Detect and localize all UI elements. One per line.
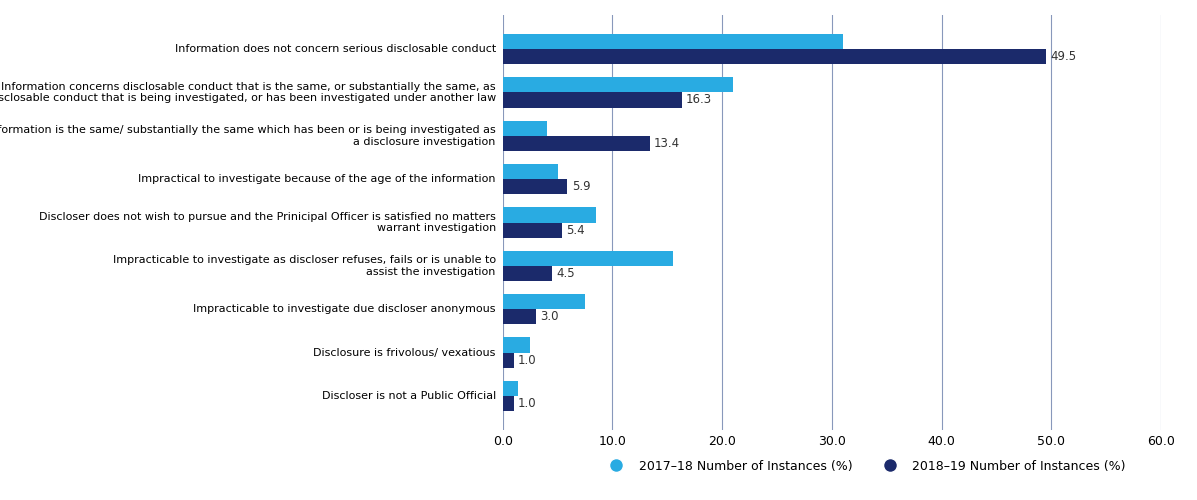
Bar (503, 164, 558, 179)
Bar (503, 92, 681, 108)
Text: 49.5: 49.5 (1050, 50, 1076, 63)
Text: 5.4: 5.4 (566, 224, 585, 236)
Text: 4.5: 4.5 (557, 267, 575, 280)
Bar (503, 77, 733, 92)
Text: 1.0: 1.0 (518, 397, 536, 410)
Text: 3.0: 3.0 (540, 310, 559, 324)
Bar (503, 222, 563, 238)
Bar (503, 120, 547, 136)
Legend: 2017–18 Number of Instances (%), 2018–19 Number of Instances (%): 2017–18 Number of Instances (%), 2018–19… (598, 454, 1131, 477)
Text: 16.3: 16.3 (686, 94, 712, 106)
Bar (503, 266, 552, 281)
Bar (503, 34, 843, 49)
Bar (503, 309, 536, 324)
Bar (503, 250, 673, 266)
Text: 1.0: 1.0 (518, 354, 536, 366)
Bar (503, 381, 518, 396)
Bar (503, 338, 530, 352)
Text: 13.4: 13.4 (654, 137, 680, 150)
Text: 5.9: 5.9 (572, 180, 590, 193)
Bar (503, 396, 514, 411)
Bar (503, 208, 596, 222)
Bar (503, 294, 585, 309)
Bar (503, 136, 650, 151)
Bar (503, 49, 1046, 64)
Bar (503, 179, 567, 194)
Bar (503, 352, 514, 368)
